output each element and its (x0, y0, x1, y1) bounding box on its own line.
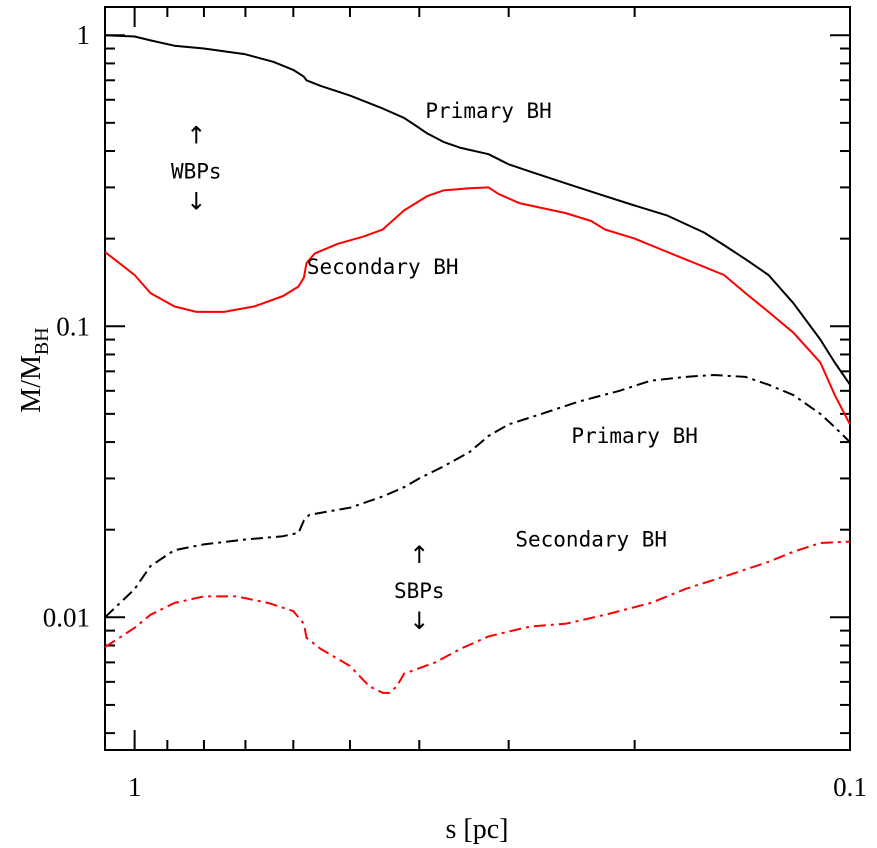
down-arrow-icon: ↓ (186, 188, 206, 216)
y-tick-label: 0.1 (56, 311, 90, 341)
series-layer (104, 34, 851, 694)
plot-frame (104, 6, 851, 751)
tick-labels: 1 0.1 1 0.1 0.01 (43, 20, 867, 802)
down-arrow-icon: ↓ (409, 607, 429, 635)
series-line-wbps-primary-bh (104, 34, 851, 386)
annotation-label: Primary BH (425, 99, 551, 123)
up-arrow-icon: ↑ (186, 122, 206, 150)
series-line-sbps-primary-bh (104, 374, 851, 619)
y-axis-title-main: M/M (16, 355, 47, 413)
annotation-label: WBPs (171, 160, 222, 184)
y-tick-label: 0.01 (43, 602, 90, 632)
annotations-layer: Primary BH Secondary BH WBPs Primary BH Seco… (171, 99, 698, 635)
x-tick-label: 1 (128, 772, 142, 802)
annotation-label: Primary BH (571, 424, 697, 448)
y-axis-title: M/MBH (16, 327, 53, 412)
annotation-label: Secondary BH (515, 528, 667, 552)
y-axis-title-sub: BH (31, 327, 53, 355)
series-line-sbps-secondary-bh (104, 540, 851, 694)
svg-text:M/MBH: M/MBH (16, 327, 53, 412)
y-tick-label: 1 (77, 20, 91, 50)
x-axis-title: s [pc] (446, 814, 509, 845)
axis-ticks (105, 7, 851, 750)
x-tick-label: 0.1 (833, 772, 867, 802)
annotation-label: Secondary BH (307, 255, 459, 279)
series-line-wbps-secondary-bh (104, 186, 851, 425)
annotation-label: SBPs (394, 579, 445, 603)
up-arrow-icon: ↑ (409, 541, 429, 569)
